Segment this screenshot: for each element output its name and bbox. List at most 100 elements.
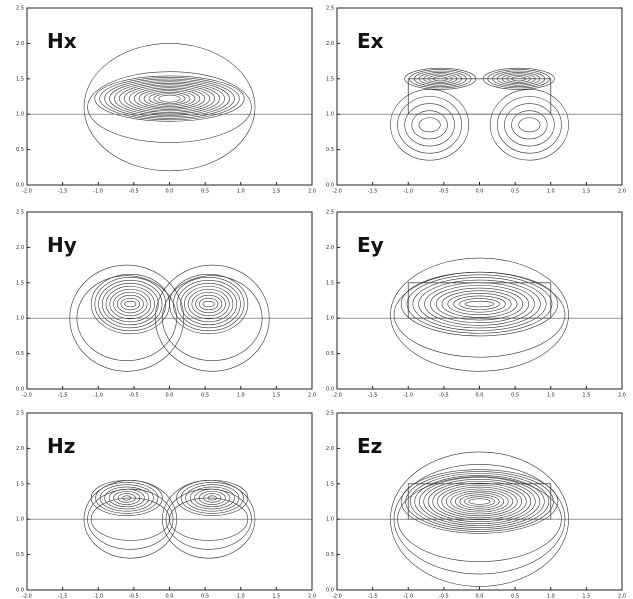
y-tick-label: 2.0 [16,245,24,251]
y-tick-label: 1.5 [326,280,334,286]
x-tick-label: 1.0 [237,189,245,195]
y-tick-label: 0.0 [16,183,24,189]
y-tick-label: 1.0 [326,112,334,118]
y-tick-label: 1.5 [16,481,24,487]
y-tick-label: 2.0 [16,446,24,452]
y-tick-label: 0.5 [326,552,334,558]
contour-line [406,274,553,334]
x-tick-label: 1.5 [582,594,590,599]
x-tick-label: -1.5 [368,393,378,399]
x-tick-label: -1.5 [58,393,68,399]
contour-line [198,297,219,311]
x-tick-label: 0.0 [476,393,484,399]
y-tick-label: 1.5 [326,481,334,487]
contour-line [191,291,226,317]
x-tick-label: -0.5 [129,393,139,399]
contour-line [148,91,191,106]
x-tick-label: 0.5 [511,594,519,599]
y-tick-label: 0.5 [16,351,24,357]
contour-line [497,96,562,154]
contour-line [393,271,566,358]
contour-line [429,285,530,324]
x-tick-label: 0.5 [201,594,209,599]
x-tick-label: 2.0 [308,189,316,195]
x-tick-label: -2.0 [332,594,342,599]
x-tick-label: 2.0 [618,189,626,195]
x-tick-label: -2.0 [332,189,342,195]
contour-line [468,498,491,505]
contour-line [441,486,518,517]
y-tick-label: 2.0 [16,41,24,47]
x-tick-label: -0.5 [439,189,449,195]
y-tick-label: 1.5 [16,280,24,286]
panel: -2.0 -1.5 -1.0 -0.5 0.0 0.5 1.0 1.5 2.0 0.0 0.5 1.0… [326,210,626,399]
x-tick-label: -0.5 [439,393,449,399]
y-tick-label: 0.5 [16,552,24,558]
contour-line [400,469,559,534]
contour-line [153,93,186,104]
contour-line [109,288,152,320]
contour-line [432,482,527,521]
contour-line [116,294,144,314]
contour-line [411,110,448,140]
contour-line [447,292,512,316]
contours [27,43,312,172]
panel-title: Hz [47,434,75,458]
x-tick-label: -1.0 [93,189,103,195]
y-tick-label: 2.5 [16,210,24,216]
contours [27,479,312,559]
contour-line [454,492,505,511]
contour-line [158,94,181,103]
contour-line [436,484,523,519]
contour-line [99,77,240,121]
x-tick-label: 1.5 [582,393,590,399]
x-tick-label: 1.0 [237,594,245,599]
contour-line [169,274,249,335]
panel: -2.0 -1.5 -1.0 -0.5 0.0 0.5 1.0 1.5 2.0 0.0 0.5 1.0… [326,411,626,599]
y-tick-label: 1.0 [16,316,24,322]
x-tick-label: -1.0 [93,594,103,599]
x-tick-label: -1.0 [403,393,413,399]
contour-line [95,482,159,514]
y-tick-label: 2.5 [326,210,334,216]
x-tick-label: 0.5 [201,393,209,399]
y-tick-label: 1.0 [326,517,334,523]
contour-line [195,294,223,314]
contour-line [83,43,256,172]
x-tick-label: 1.5 [272,594,280,599]
contour-line [202,300,215,308]
contour-line [133,87,206,110]
panel: -2.0 -1.5 -1.0 -0.5 0.0 0.5 1.0 1.5 2.0 0.0 0.5 1.0… [16,411,316,599]
x-tick-label: 1.0 [547,189,555,195]
x-tick-label: -0.5 [129,189,139,195]
contour-line [404,103,455,147]
contour-line [114,81,225,116]
contour-line [94,276,167,332]
contour-line [189,486,235,510]
x-tick-label: -2.0 [22,594,32,599]
y-tick-label: 2.5 [16,411,24,417]
contours [337,257,622,372]
panel-title: Ey [357,233,384,257]
contours [337,67,622,161]
panel-title: Ex [357,29,384,53]
contour-line [405,471,554,532]
x-tick-label: -1.0 [93,393,103,399]
contour-line [104,486,150,510]
x-tick-label: 0.0 [476,594,484,599]
contour-line [101,282,159,326]
contour-line [418,279,541,329]
contour-line [390,89,470,161]
panel-title: Hx [47,29,77,53]
y-tick-label: 0.0 [326,588,334,594]
x-tick-label: -1.5 [58,594,68,599]
contours [27,264,312,372]
x-tick-label: -1.5 [58,189,68,195]
contour-line [184,285,234,323]
x-tick-label: 0.5 [201,189,209,195]
contour-line [424,282,535,326]
y-tick-label: 0.0 [326,387,334,393]
y-tick-label: 0.0 [326,183,334,189]
contour-line [504,103,555,147]
